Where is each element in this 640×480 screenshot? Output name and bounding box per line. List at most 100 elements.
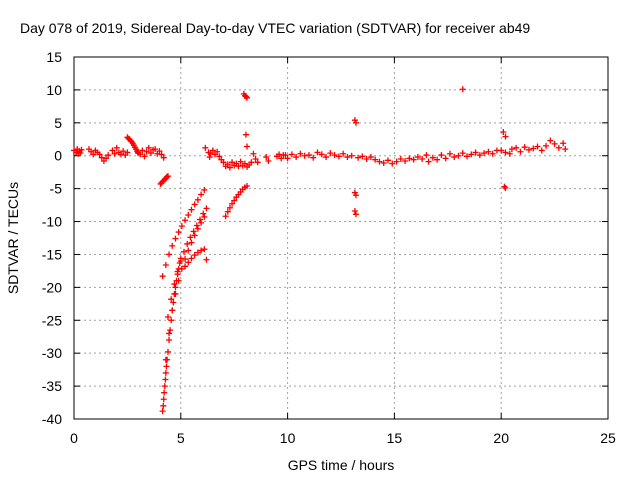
data-point xyxy=(355,154,362,161)
data-point xyxy=(397,156,404,163)
data-point xyxy=(235,163,242,170)
data-point xyxy=(117,151,124,158)
data-point xyxy=(162,369,169,376)
data-point xyxy=(455,152,462,159)
data-point xyxy=(216,153,223,160)
data-point xyxy=(143,148,150,155)
data-point xyxy=(113,144,120,151)
data-point xyxy=(90,151,97,158)
data-point xyxy=(502,133,509,140)
data-point xyxy=(164,173,171,180)
data-point xyxy=(202,144,209,151)
data-point xyxy=(468,151,475,158)
data-point xyxy=(459,150,466,157)
data-point xyxy=(184,240,191,247)
data-point xyxy=(78,146,85,153)
data-point xyxy=(242,93,249,100)
data-point xyxy=(263,154,270,161)
data-point xyxy=(402,157,409,164)
data-point xyxy=(543,142,550,149)
data-point xyxy=(481,150,488,157)
y-tick-label: -40 xyxy=(42,411,62,427)
series-13 xyxy=(222,183,251,220)
data-point xyxy=(434,156,441,163)
data-point xyxy=(181,248,188,255)
data-point xyxy=(459,86,466,93)
data-point xyxy=(160,396,167,403)
data-point xyxy=(323,154,330,161)
data-point xyxy=(194,249,201,256)
data-point xyxy=(244,94,251,101)
data-point xyxy=(203,256,210,263)
series-9 xyxy=(182,246,210,270)
data-point xyxy=(124,149,131,156)
data-point xyxy=(500,129,507,136)
y-tick-label: -5 xyxy=(50,181,63,197)
data-point xyxy=(352,192,359,199)
data-point xyxy=(502,184,509,191)
data-point xyxy=(297,150,304,157)
chart-title: Day 078 of 2019, Sidereal Day-to-day VTE… xyxy=(20,20,530,36)
data-point xyxy=(190,228,197,235)
data-point xyxy=(128,138,135,145)
data-point xyxy=(331,152,338,159)
y-tick-label: -25 xyxy=(42,312,62,328)
data-point xyxy=(172,284,179,291)
data-point xyxy=(96,151,103,158)
data-point xyxy=(137,151,144,158)
y-tick-label: 0 xyxy=(54,148,62,164)
data-point xyxy=(191,201,198,208)
data-point xyxy=(163,173,170,180)
data-point xyxy=(501,183,508,190)
data-point xyxy=(237,158,244,165)
series-1 xyxy=(85,144,131,164)
data-point xyxy=(156,148,163,155)
y-tick-label: -30 xyxy=(42,345,62,361)
y-tick-label: 15 xyxy=(46,49,62,65)
data-points xyxy=(71,86,569,415)
data-point xyxy=(229,200,236,207)
data-point xyxy=(254,159,261,166)
y-tick-label: 5 xyxy=(54,115,62,131)
data-point xyxy=(166,251,173,258)
data-point xyxy=(188,239,195,246)
series-0 xyxy=(71,146,85,157)
data-point xyxy=(310,154,317,161)
data-point xyxy=(244,183,251,190)
data-point xyxy=(278,155,285,162)
data-point xyxy=(314,149,321,156)
data-point xyxy=(194,196,201,203)
data-point xyxy=(197,216,204,223)
data-point xyxy=(226,164,233,171)
series-8 xyxy=(162,213,208,363)
data-point xyxy=(187,234,194,241)
grid xyxy=(74,57,608,419)
data-point xyxy=(318,151,325,158)
data-point xyxy=(489,150,496,157)
data-point xyxy=(414,154,421,161)
x-tick-label: 10 xyxy=(280,430,296,446)
series-15 xyxy=(242,131,251,150)
data-point xyxy=(351,208,358,215)
data-point xyxy=(188,206,195,213)
data-point xyxy=(168,317,175,324)
data-point xyxy=(152,146,159,153)
data-point xyxy=(498,147,505,154)
data-point xyxy=(352,211,359,218)
data-point xyxy=(175,277,182,284)
data-point xyxy=(191,252,198,259)
data-point xyxy=(376,158,383,165)
series-10 xyxy=(202,144,209,151)
data-point xyxy=(109,147,116,154)
data-point xyxy=(172,290,179,297)
data-point xyxy=(170,299,177,306)
data-point xyxy=(252,156,259,163)
data-point xyxy=(111,150,118,157)
data-point xyxy=(172,235,179,242)
data-point xyxy=(203,205,210,212)
data-point xyxy=(198,191,205,198)
data-point xyxy=(551,140,558,147)
data-point xyxy=(166,330,173,337)
series-5 xyxy=(159,255,184,415)
series-4 xyxy=(157,173,171,188)
